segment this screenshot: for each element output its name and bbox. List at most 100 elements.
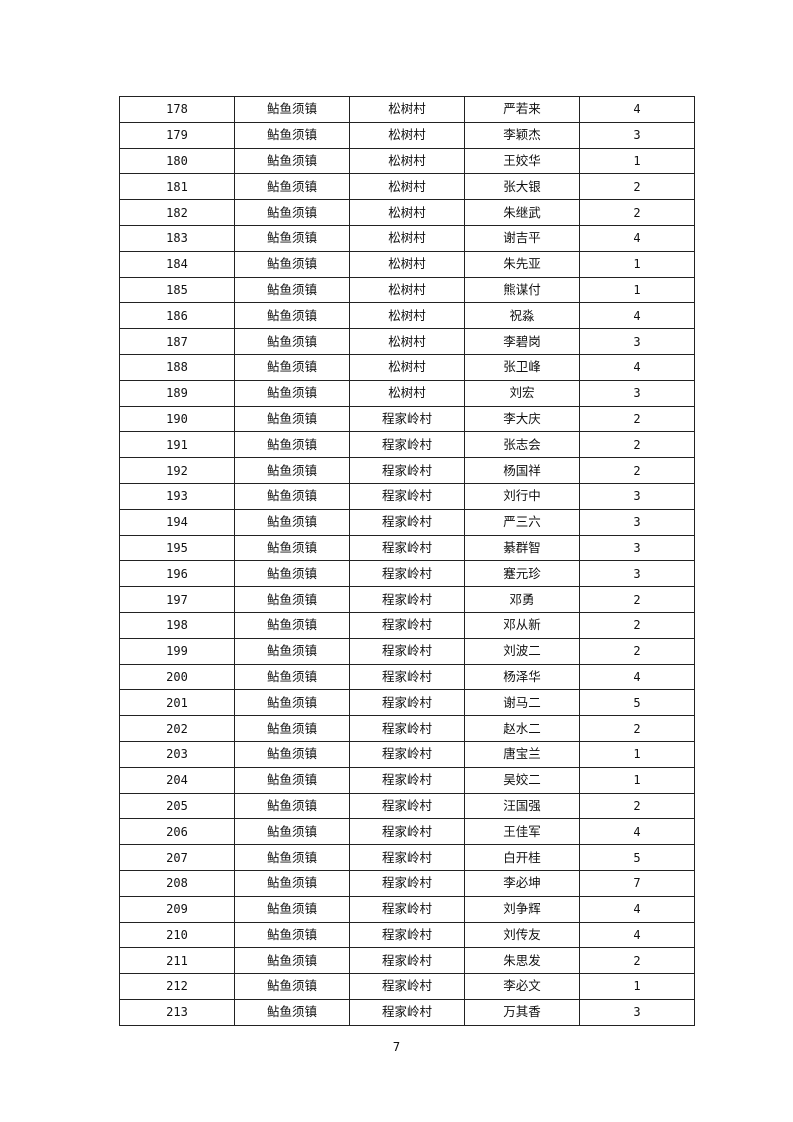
name-cell: 李必文 [464,973,580,1000]
table-row: 202 鲇鱼须镇 程家岭村 赵水二 2 [119,715,695,742]
count-cell: 2 [579,405,695,433]
town-cell: 鲇鱼须镇 [234,611,350,639]
name-cell: 綦群智 [464,534,580,562]
table-row: 198 鲇鱼须镇 程家岭村 邓从新 2 [119,611,695,639]
name-cell: 邓从新 [464,611,580,639]
table-row: 200 鲇鱼须镇 程家岭村 杨泽华 4 [119,663,695,691]
serial-number-cell: 198 [119,611,235,639]
serial-number-cell: 182 [119,199,235,226]
serial-number-cell: 210 [119,921,235,949]
town-cell: 鲇鱼须镇 [234,276,350,304]
name-cell: 汪国强 [464,792,580,820]
village-cell: 程家岭村 [349,844,465,871]
town-cell: 鲇鱼须镇 [234,379,350,407]
town-cell: 鲇鱼须镇 [234,586,350,613]
serial-number-cell: 178 [119,96,235,123]
count-cell: 4 [579,921,695,949]
serial-number-cell: 202 [119,715,235,742]
count-cell: 2 [579,457,695,484]
table-row: 207 鲇鱼须镇 程家岭村 白开桂 5 [119,844,695,871]
serial-number-cell: 187 [119,328,235,355]
town-cell: 鲇鱼须镇 [234,482,350,510]
town-cell: 鲇鱼须镇 [234,921,350,949]
serial-number-cell: 213 [119,998,235,1026]
village-cell: 松树村 [349,121,465,149]
name-cell: 谢吉平 [464,224,580,252]
town-cell: 鲇鱼须镇 [234,766,350,794]
town-cell: 鲇鱼须镇 [234,121,350,149]
name-cell: 刘传友 [464,921,580,949]
table-row: 212 鲇鱼须镇 程家岭村 李必文 1 [119,973,695,1000]
table-row: 203 鲇鱼须镇 程家岭村 唐宝兰 1 [119,740,695,768]
town-cell: 鲇鱼须镇 [234,637,350,665]
count-cell: 3 [579,379,695,407]
town-cell: 鲇鱼须镇 [234,818,350,846]
serial-number-cell: 205 [119,792,235,820]
count-cell: 4 [579,663,695,691]
name-cell: 刘争辉 [464,895,580,923]
village-cell: 程家岭村 [349,431,465,459]
table-row: 195 鲇鱼须镇 程家岭村 綦群智 3 [119,534,695,562]
village-cell: 程家岭村 [349,947,465,975]
serial-number-cell: 208 [119,869,235,897]
count-cell: 4 [579,302,695,330]
name-cell: 李碧岗 [464,328,580,355]
town-cell: 鲇鱼须镇 [234,560,350,588]
table-row: 204 鲇鱼须镇 程家岭村 吴姣二 1 [119,766,695,794]
village-cell: 松树村 [349,250,465,278]
town-cell: 鲇鱼须镇 [234,302,350,330]
serial-number-cell: 196 [119,560,235,588]
name-cell: 刘波二 [464,637,580,665]
village-cell: 松树村 [349,224,465,252]
name-cell: 吴姣二 [464,766,580,794]
count-cell: 2 [579,715,695,742]
page-number: 7 [392,1040,401,1054]
village-cell: 松树村 [349,276,465,304]
village-cell: 程家岭村 [349,586,465,613]
serial-number-cell: 186 [119,302,235,330]
count-cell: 2 [579,199,695,226]
name-cell: 刘行中 [464,482,580,510]
count-cell: 3 [579,121,695,149]
name-cell: 严若来 [464,96,580,123]
town-cell: 鲇鱼须镇 [234,328,350,355]
name-cell: 王佳军 [464,818,580,846]
name-cell: 邓勇 [464,586,580,613]
serial-number-cell: 199 [119,637,235,665]
village-cell: 程家岭村 [349,405,465,433]
village-cell: 松树村 [349,96,465,123]
serial-number-cell: 193 [119,482,235,510]
count-cell: 1 [579,766,695,794]
serial-number-cell: 206 [119,818,235,846]
town-cell: 鲇鱼须镇 [234,405,350,433]
table-row: 209 鲇鱼须镇 程家岭村 刘争辉 4 [119,895,695,923]
name-cell: 白开桂 [464,844,580,871]
name-cell: 熊谋付 [464,276,580,304]
village-cell: 程家岭村 [349,663,465,691]
serial-number-cell: 190 [119,405,235,433]
village-cell: 程家岭村 [349,973,465,1000]
count-cell: 1 [579,147,695,175]
village-cell: 程家岭村 [349,921,465,949]
name-cell: 刘宏 [464,379,580,407]
town-cell: 鲇鱼须镇 [234,869,350,897]
village-cell: 程家岭村 [349,689,465,717]
table-row: 213 鲇鱼须镇 程家岭村 万其香 3 [119,998,695,1026]
count-cell: 2 [579,947,695,975]
count-cell: 1 [579,973,695,1000]
table-row: 190 鲇鱼须镇 程家岭村 李大庆 2 [119,405,695,433]
village-cell: 程家岭村 [349,715,465,742]
name-cell: 王姣华 [464,147,580,175]
name-cell: 张志会 [464,431,580,459]
table-row: 192 鲇鱼须镇 程家岭村 杨国祥 2 [119,457,695,484]
count-cell: 4 [579,96,695,123]
town-cell: 鲇鱼须镇 [234,250,350,278]
table-row: 182 鲇鱼须镇 松树村 朱继武 2 [119,199,695,226]
count-cell: 3 [579,998,695,1026]
village-cell: 程家岭村 [349,818,465,846]
serial-number-cell: 183 [119,224,235,252]
serial-number-cell: 192 [119,457,235,484]
serial-number-cell: 201 [119,689,235,717]
name-cell: 万其香 [464,998,580,1026]
town-cell: 鲇鱼须镇 [234,457,350,484]
